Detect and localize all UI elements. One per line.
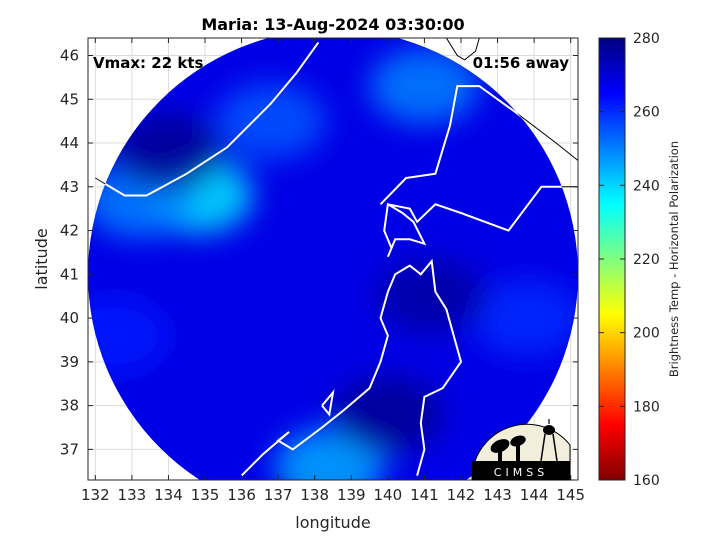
coastline-inside — [94, 38, 578, 477]
vmax-annotation: Vmax: 22 kts — [93, 54, 203, 72]
x-tick-label: 143 — [483, 486, 512, 504]
y-tick-label: 40 — [60, 309, 79, 327]
colorbar-tick-label: 280 — [633, 31, 660, 47]
swath-field — [88, 38, 578, 480]
tb-feature — [332, 376, 443, 453]
plot-frame — [87, 37, 579, 481]
y-tick-label: 39 — [60, 353, 79, 371]
x-tick-label: 132 — [81, 486, 110, 504]
coastline-inside-path — [383, 202, 427, 258]
coastline-inside-path — [321, 389, 335, 417]
x-tick-label: 145 — [556, 486, 585, 504]
x-tick-label: 142 — [447, 486, 476, 504]
colorbar-tick-label: 260 — [633, 105, 660, 121]
x-tick-label: 140 — [374, 486, 403, 504]
logo-text: CIMSS — [494, 466, 548, 479]
tb-feature — [376, 258, 487, 335]
x-tick-label: 141 — [410, 486, 439, 504]
y-axis-ticks: 37 38 39 40 41 42 43 44 45 46 — [60, 47, 578, 458]
swath-background — [88, 38, 578, 480]
coastline-inside-path — [240, 258, 463, 477]
y-tick-label: 46 — [60, 47, 79, 65]
tb-feature — [369, 48, 480, 125]
coastline-inside-path — [94, 41, 320, 197]
y-axis-label: latitude — [32, 228, 51, 289]
x-tick-label: 144 — [520, 486, 549, 504]
logo-tower-icon — [540, 419, 558, 462]
colorbar-tick-label: 220 — [633, 252, 660, 268]
x-tick-label: 133 — [118, 486, 147, 504]
y-tick-label: 44 — [60, 134, 79, 152]
x-tick-label: 137 — [264, 486, 293, 504]
y-tick-label: 38 — [60, 397, 79, 415]
colorbar-label: Brightness Temp - Horizontal Polarizatio… — [667, 141, 681, 377]
y-tick-label: 43 — [60, 178, 79, 196]
y-tick-label: 37 — [60, 440, 79, 458]
colorbar-tick-label: 200 — [633, 326, 660, 342]
cimss-logo: CIMSS — [471, 419, 571, 481]
colorbar-ticks: 160 180 200 220 240 260 280 — [599, 31, 660, 489]
colorbar-tick-label: 180 — [633, 399, 660, 415]
tb-feature — [88, 297, 169, 374]
logo-dish-icon — [490, 435, 526, 461]
y-tick-label: 41 — [60, 265, 79, 283]
x-tick-label: 138 — [300, 486, 329, 504]
colorbar-tick-label: 160 — [633, 473, 660, 489]
y-tick-label: 42 — [60, 222, 79, 240]
x-tick-label: 135 — [191, 486, 220, 504]
time-away-annotation: 01:56 away — [473, 54, 570, 72]
tb-feature — [215, 83, 326, 160]
chart-title: Maria: 13-Aug-2024 03:30:00 — [201, 15, 464, 34]
x-tick-label: 134 — [154, 486, 183, 504]
swath-features — [88, 48, 578, 480]
tb-feature — [113, 113, 224, 190]
colorbar-tick-label: 240 — [633, 178, 660, 194]
x-axis-ticks: 132 133 134 135 136 137 138 139 140 141 142 143 144 1… — [81, 38, 585, 504]
tb-feature — [471, 280, 578, 357]
coastline-inside-path — [379, 85, 578, 232]
x-tick-label: 139 — [337, 486, 366, 504]
y-tick-label: 45 — [60, 90, 79, 108]
tb-feature — [274, 428, 385, 480]
x-axis-label: longitude — [295, 513, 370, 532]
x-tick-label: 136 — [227, 486, 256, 504]
coastline-outside-path — [445, 38, 480, 61]
